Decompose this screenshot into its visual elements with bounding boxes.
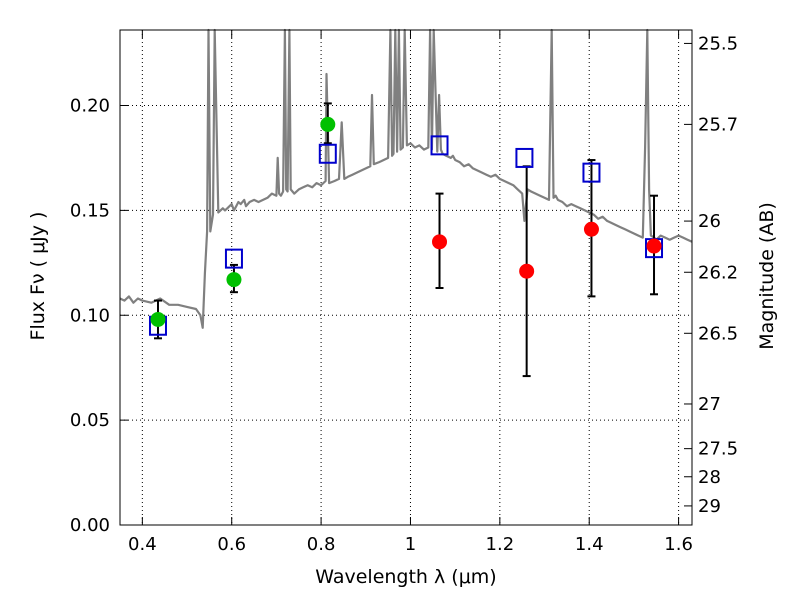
y2-tick-label: 27 xyxy=(698,394,721,415)
x-tick-label: 0.4 xyxy=(128,534,157,555)
spectrum-line xyxy=(119,28,693,329)
axis-ticks: 0.4 0.6 0.8 1 1.2 1.4 1.6 0.00 0.05 0.10 0.15 0.20 2… xyxy=(70,30,738,555)
y2-tick-label: 26 xyxy=(698,211,721,232)
model-square xyxy=(515,147,534,168)
x-tick-label: 1.2 xyxy=(486,534,515,555)
x-tick-label: 1 xyxy=(405,534,416,555)
x-tick-label: 1.6 xyxy=(664,534,693,555)
y2-tick-label: 26.2 xyxy=(698,262,738,283)
model-square xyxy=(582,162,601,183)
template-spectrum xyxy=(119,28,693,329)
y-tick-label: 0.15 xyxy=(70,200,110,221)
plot-frame xyxy=(119,29,693,526)
y2-tick-label: 26.5 xyxy=(698,323,738,344)
y-tick-label: 0.20 xyxy=(70,96,110,117)
model-square xyxy=(318,143,337,164)
y-tick-label: 0.00 xyxy=(70,515,110,536)
photometry-point xyxy=(646,238,662,254)
y2-tick-label: 25.7 xyxy=(698,114,738,135)
photometry-point xyxy=(432,234,448,250)
photometry-point xyxy=(150,311,166,327)
y-tick-label: 0.10 xyxy=(70,305,110,326)
x-tick-label: 0.8 xyxy=(307,534,336,555)
x-tick-label: 1.4 xyxy=(575,534,604,555)
model-square xyxy=(224,248,243,269)
y2-tick-label: 29 xyxy=(698,496,721,517)
photometry-point xyxy=(226,272,242,288)
photometry-point xyxy=(519,263,535,279)
model-square xyxy=(430,135,449,156)
photometry-points xyxy=(150,116,662,327)
photometry-point xyxy=(320,116,336,132)
y-tick-label: 0.05 xyxy=(70,410,110,431)
y-axis-label: Flux Fν ( μJy ) xyxy=(27,212,49,341)
y2-tick-label: 28 xyxy=(698,467,721,488)
y2-tick-label: 25.5 xyxy=(698,33,738,54)
photometry-point xyxy=(583,221,599,237)
x-tick-label: 0.6 xyxy=(217,534,246,555)
y2-axis-label: Magnitude (AB) xyxy=(756,202,778,350)
model-points xyxy=(148,135,664,336)
y2-tick-label: 27.5 xyxy=(698,439,738,460)
x-axis-label: Wavelength λ (μm) xyxy=(315,566,496,588)
